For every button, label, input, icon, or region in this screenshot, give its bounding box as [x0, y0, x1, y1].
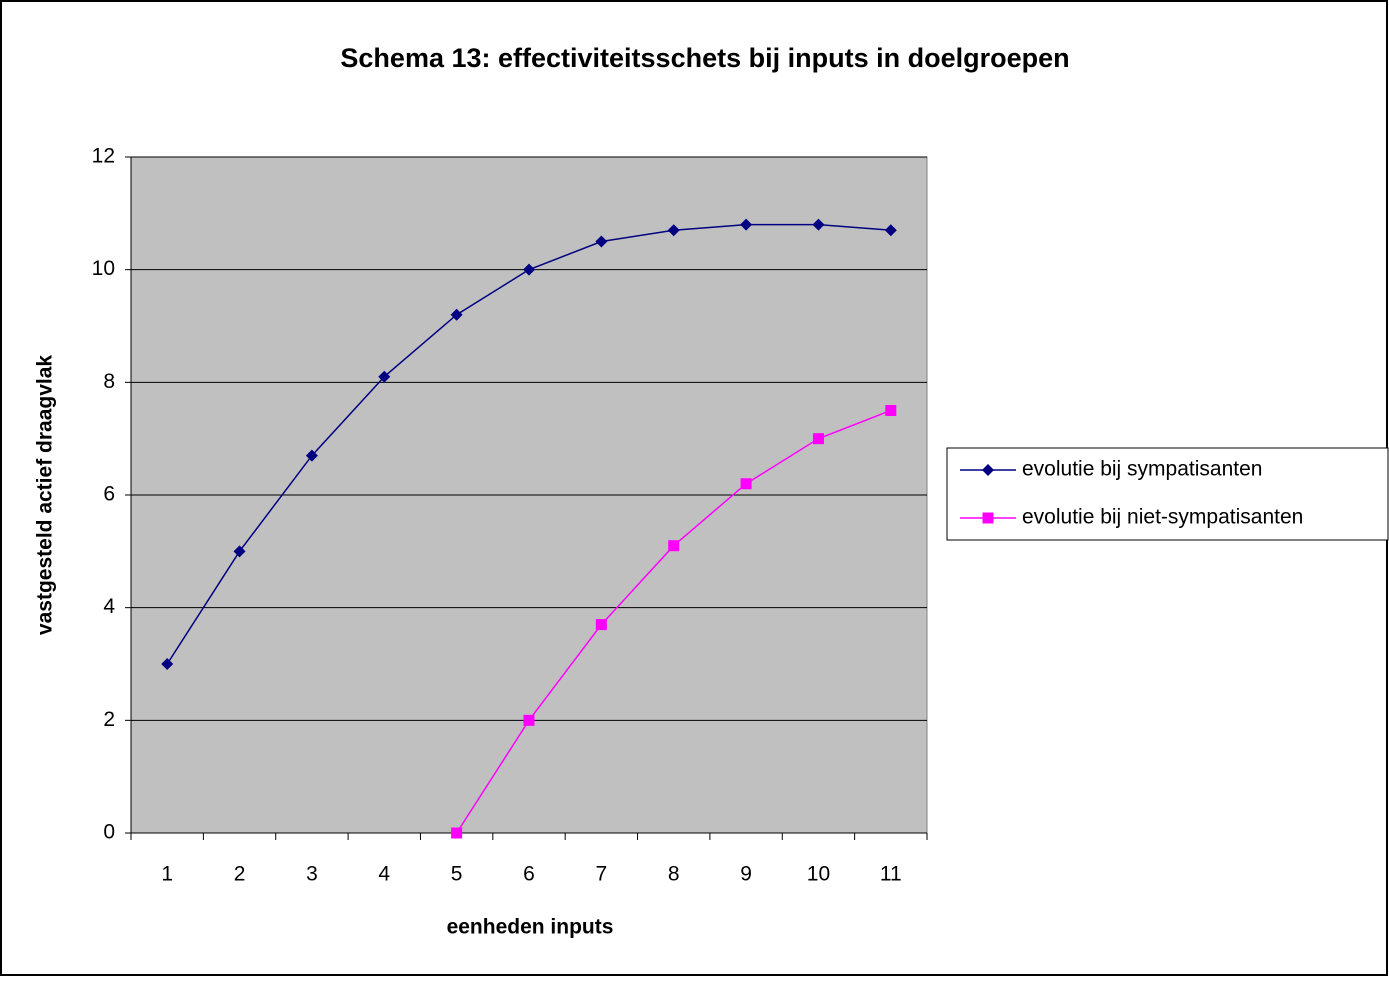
marker: [450, 308, 463, 321]
x-tick-label: 3: [306, 863, 318, 886]
x-tick-label: 5: [451, 863, 463, 886]
legend-box: [946, 447, 1389, 541]
x-tick-label: 8: [668, 863, 680, 886]
y-tick-label: 6: [103, 483, 115, 506]
x-tick-label: 2: [234, 863, 246, 886]
marker: [523, 714, 535, 726]
y-tick-label: 2: [103, 708, 115, 731]
marker: [161, 658, 174, 670]
legend-marker: [982, 464, 994, 476]
marker: [812, 218, 825, 231]
marker: [305, 449, 318, 462]
legend-label: evolutie bij niet-sympatisanten: [1022, 506, 1303, 529]
y-tick-label: 4: [103, 595, 115, 618]
x-tick-label: 7: [596, 863, 608, 886]
x-tick-label: 11: [880, 863, 902, 886]
marker: [233, 545, 246, 558]
x-tick-label: 9: [740, 863, 752, 886]
marker: [595, 619, 607, 631]
x-axis-label: eenheden inputs: [447, 916, 614, 939]
x-tick-label: 4: [378, 863, 390, 886]
y-tick-label: 8: [103, 370, 115, 393]
x-tick-label: 10: [807, 863, 830, 886]
marker: [812, 433, 824, 445]
chart-title: Schema 13: effectiviteitsschets bij inpu…: [340, 43, 1069, 73]
marker: [884, 224, 897, 237]
x-tick-label: 1: [161, 863, 173, 886]
y-axis-label: vastgesteld actief draagvlak: [34, 355, 57, 635]
marker: [667, 224, 680, 237]
marker: [668, 540, 680, 552]
marker: [595, 235, 608, 248]
y-tick-label: 0: [103, 821, 115, 844]
marker: [523, 263, 535, 276]
y-tick-label: 10: [92, 257, 115, 280]
legend-marker: [982, 512, 994, 524]
x-tick-label: 6: [523, 863, 535, 886]
marker: [885, 405, 897, 416]
marker: [740, 218, 753, 231]
marker: [451, 827, 463, 839]
y-tick-label: 12: [92, 145, 115, 168]
legend-label: evolutie bij sympatisanten: [1022, 458, 1262, 481]
marker: [740, 478, 752, 490]
marker: [378, 370, 391, 383]
